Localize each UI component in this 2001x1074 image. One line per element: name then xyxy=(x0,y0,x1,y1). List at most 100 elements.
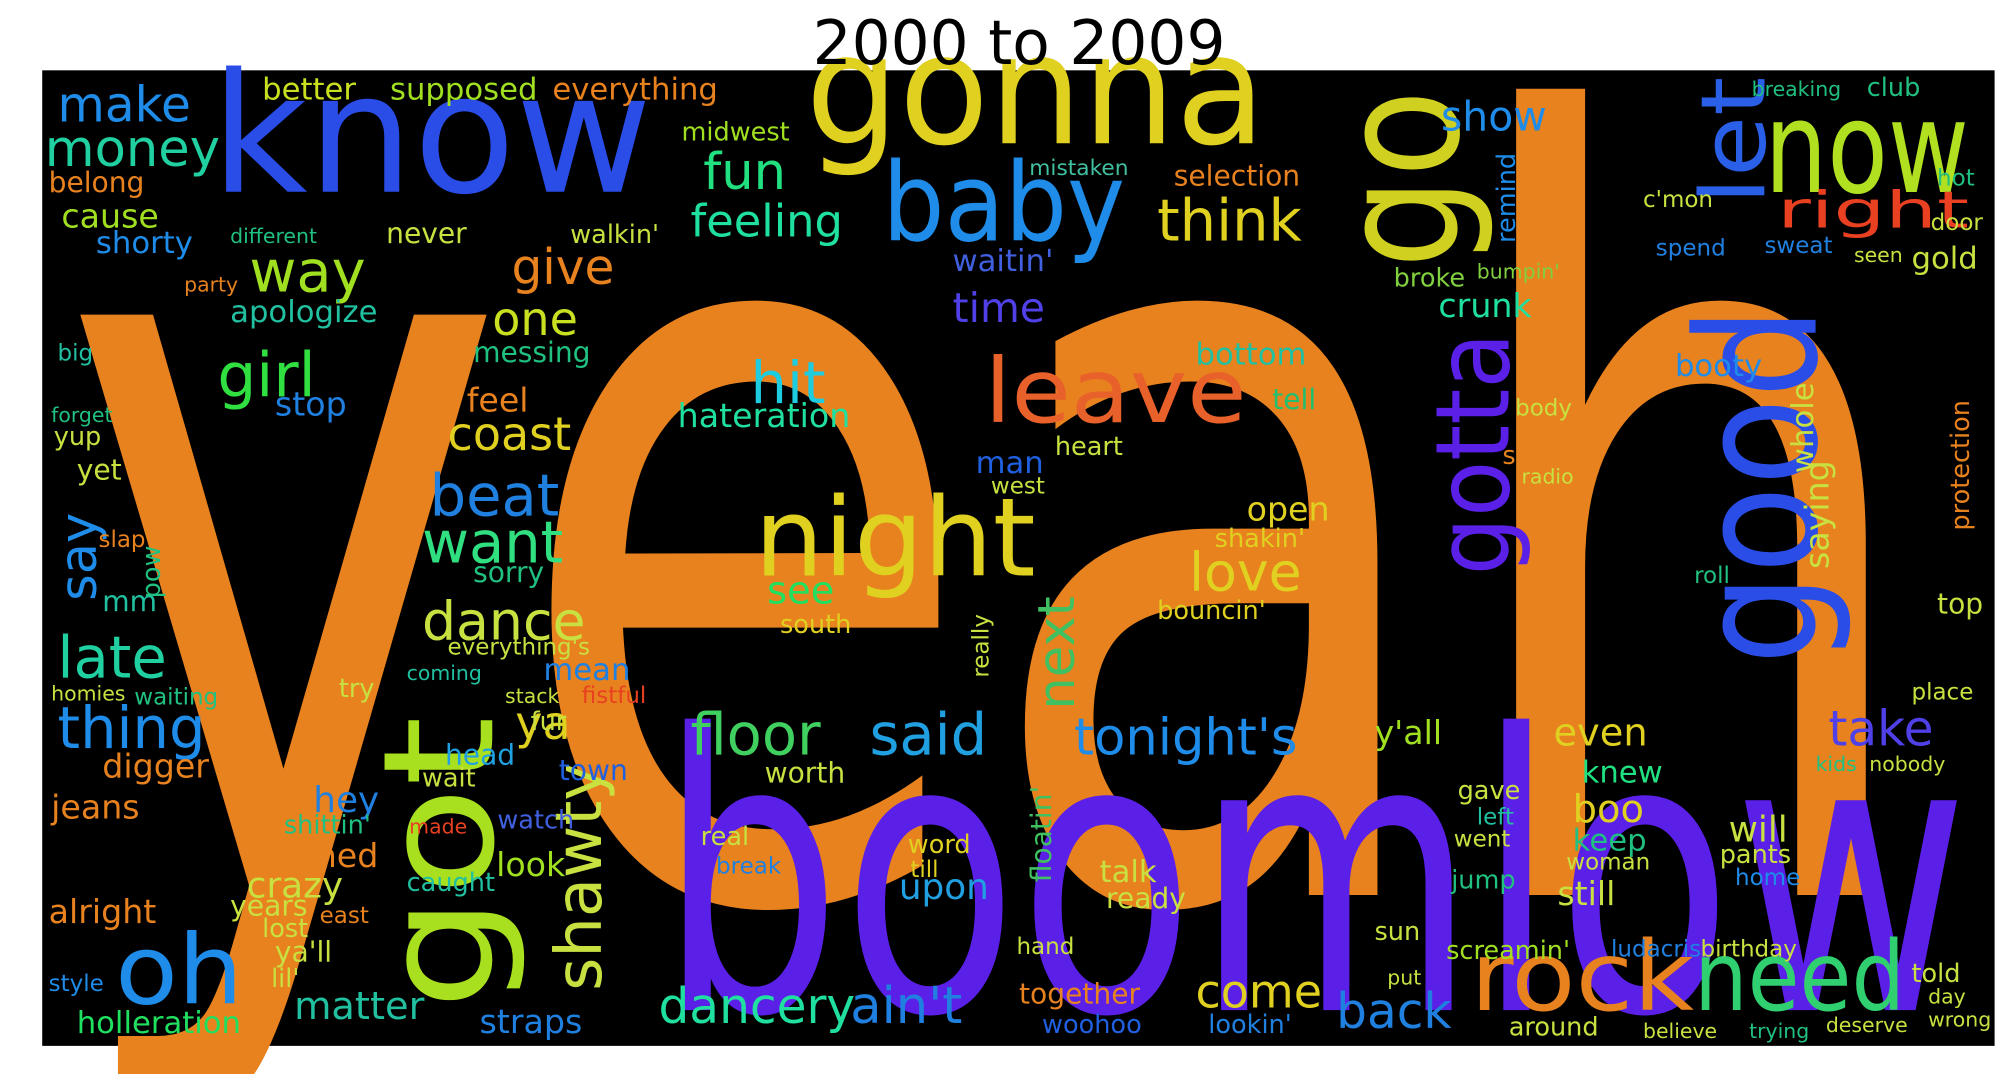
word: jeans xyxy=(50,787,139,826)
word: protection xyxy=(1946,400,1976,531)
word: ready xyxy=(1106,882,1186,915)
word: apologize xyxy=(230,295,377,330)
word: said xyxy=(869,701,987,768)
word: fistful xyxy=(582,683,647,709)
word: belong xyxy=(49,166,145,199)
word: style xyxy=(49,971,104,997)
word: gonna xyxy=(806,2,1266,180)
word: knew xyxy=(1582,755,1663,790)
word: told xyxy=(1911,959,1960,989)
word: straps xyxy=(479,1002,582,1041)
word: go xyxy=(1305,90,1498,269)
word: shittin' xyxy=(284,811,371,841)
word: next xyxy=(1028,596,1087,709)
word: shawty xyxy=(543,763,617,991)
word: gotta xyxy=(1415,332,1534,575)
word: matter xyxy=(294,984,425,1029)
word: gave xyxy=(1458,776,1521,806)
word: big xyxy=(58,341,94,367)
word: hateration xyxy=(678,396,851,435)
word: ain't xyxy=(850,977,962,1036)
word: everything's xyxy=(448,635,590,661)
word: mean xyxy=(543,653,630,688)
word: dancery xyxy=(658,979,855,1035)
word: cause xyxy=(61,197,158,236)
word: mm xyxy=(102,585,157,618)
word: break xyxy=(716,853,782,879)
word: ya'll xyxy=(275,935,332,968)
word: screamin' xyxy=(1446,936,1570,966)
word: leave xyxy=(985,340,1247,444)
word: heart xyxy=(1055,432,1123,462)
word: day xyxy=(1928,985,1966,1009)
word: bouncin' xyxy=(1157,596,1266,626)
word: upon xyxy=(899,867,989,908)
word: hand xyxy=(1016,934,1074,960)
word: know xyxy=(211,39,652,232)
word: one xyxy=(492,292,578,346)
word: lookin' xyxy=(1208,1010,1292,1040)
word: worth xyxy=(765,756,846,789)
word: need xyxy=(1694,921,1905,1033)
word: girl xyxy=(217,340,315,411)
word: jump xyxy=(1450,866,1515,896)
word: yup xyxy=(54,422,102,452)
word: till xyxy=(910,857,938,883)
word: sun xyxy=(1374,917,1420,947)
word: selection xyxy=(1174,159,1300,192)
word: walkin' xyxy=(570,220,659,250)
word: say xyxy=(50,513,109,601)
word: home xyxy=(1735,865,1800,891)
word: now xyxy=(1764,74,1969,223)
word: pow xyxy=(137,546,167,599)
word: lost xyxy=(262,914,308,944)
word: messing xyxy=(473,336,590,369)
word: body xyxy=(1515,396,1572,422)
word: really xyxy=(968,614,994,678)
word: hit xyxy=(751,350,826,417)
word: night xyxy=(754,474,1035,601)
word: top xyxy=(1937,588,1983,621)
word: ya xyxy=(515,696,570,750)
word: look xyxy=(496,845,566,884)
word: keep xyxy=(1573,823,1647,858)
word: radio xyxy=(1522,464,1574,488)
word: thing xyxy=(58,695,206,762)
word: c'mon xyxy=(1643,187,1713,213)
word: waitin' xyxy=(953,244,1054,279)
word: saying xyxy=(1797,460,1836,569)
word: place xyxy=(1911,679,1973,705)
word: pants xyxy=(1720,840,1791,870)
word: gold xyxy=(1911,241,1977,276)
word: y'all xyxy=(1374,713,1442,752)
word: floatin' xyxy=(1025,786,1058,883)
word: wait xyxy=(422,763,476,793)
word: east xyxy=(320,903,369,929)
word: yeah xyxy=(58,0,1931,1074)
word: baby xyxy=(882,139,1125,266)
word: try xyxy=(339,674,375,704)
word: dance xyxy=(422,589,586,652)
word: trying xyxy=(1749,1019,1809,1043)
word: together xyxy=(1019,978,1140,1011)
word: feel xyxy=(467,381,529,420)
word: shorty xyxy=(96,226,193,261)
word: want xyxy=(422,510,563,577)
word: coast xyxy=(448,407,572,461)
word: caught xyxy=(407,868,495,898)
word: sweat xyxy=(1764,233,1832,259)
word: ludacris xyxy=(1611,936,1701,962)
word: homies xyxy=(51,682,125,706)
word: oh xyxy=(115,915,243,1027)
word: south xyxy=(780,610,851,640)
word: club xyxy=(1867,73,1921,103)
word: good xyxy=(1663,307,1856,665)
word: talk xyxy=(1100,855,1157,890)
word: left xyxy=(1477,805,1514,831)
word: door xyxy=(1931,210,1984,236)
word: kids xyxy=(1816,752,1857,776)
word: lil' xyxy=(271,964,299,994)
word: spend xyxy=(1656,236,1726,262)
word: birthday xyxy=(1701,936,1797,962)
word: bumpin' xyxy=(1477,260,1560,284)
